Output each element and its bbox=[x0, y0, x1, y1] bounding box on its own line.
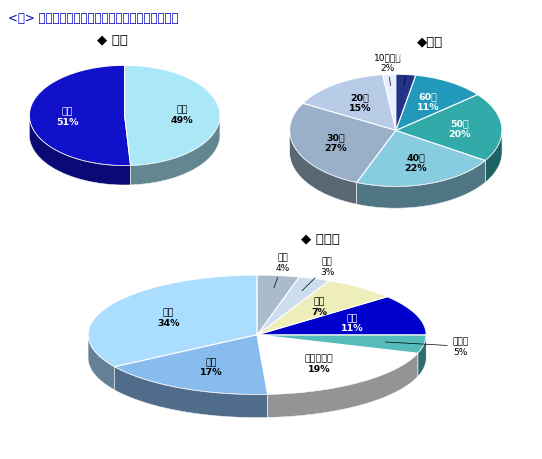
Polygon shape bbox=[88, 336, 114, 390]
Polygon shape bbox=[478, 95, 502, 152]
Polygon shape bbox=[299, 277, 329, 304]
Ellipse shape bbox=[289, 96, 502, 209]
Polygon shape bbox=[289, 104, 396, 183]
Text: 男性
51%: 男性 51% bbox=[56, 107, 79, 127]
Polygon shape bbox=[29, 117, 131, 185]
Polygon shape bbox=[125, 66, 220, 166]
Polygon shape bbox=[114, 335, 268, 395]
Ellipse shape bbox=[88, 298, 426, 418]
Text: 中部・東海
19%: 中部・東海 19% bbox=[305, 354, 334, 373]
Polygon shape bbox=[257, 297, 426, 335]
Polygon shape bbox=[257, 335, 418, 395]
Polygon shape bbox=[396, 95, 502, 161]
Polygon shape bbox=[383, 75, 396, 131]
Text: 女性
49%: 女性 49% bbox=[171, 106, 193, 125]
Text: 四国
3%: 四国 3% bbox=[302, 257, 334, 291]
Text: 40代
22%: 40代 22% bbox=[404, 153, 427, 173]
Text: 50代
20%: 50代 20% bbox=[448, 119, 470, 139]
Polygon shape bbox=[388, 297, 426, 357]
Polygon shape bbox=[257, 277, 329, 335]
Ellipse shape bbox=[29, 85, 220, 185]
Polygon shape bbox=[257, 281, 388, 335]
Text: 10代以下
2%: 10代以下 2% bbox=[374, 53, 402, 86]
Text: 30代
27%: 30代 27% bbox=[325, 133, 347, 152]
Polygon shape bbox=[268, 353, 418, 418]
Text: <図> 性・年代・居住地別にみた川柳投稿者の属性: <図> 性・年代・居住地別にみた川柳投稿者の属性 bbox=[8, 11, 179, 24]
Polygon shape bbox=[257, 275, 299, 335]
Polygon shape bbox=[257, 275, 299, 300]
Polygon shape bbox=[486, 132, 502, 183]
Polygon shape bbox=[357, 131, 486, 187]
Text: ◆年代: ◆年代 bbox=[417, 36, 443, 49]
Text: 70代以上
3%: 70代以上 3% bbox=[394, 53, 422, 86]
Text: 北海道
5%: 北海道 5% bbox=[385, 337, 469, 356]
Polygon shape bbox=[131, 118, 220, 185]
Polygon shape bbox=[289, 132, 357, 205]
Polygon shape bbox=[357, 161, 486, 209]
Polygon shape bbox=[396, 76, 478, 131]
Text: ◆ 性別: ◆ 性別 bbox=[98, 34, 128, 47]
Polygon shape bbox=[303, 75, 396, 131]
Polygon shape bbox=[114, 367, 268, 418]
Polygon shape bbox=[418, 335, 426, 376]
Polygon shape bbox=[88, 275, 257, 367]
Text: 中国
4%: 中国 4% bbox=[274, 253, 290, 288]
Polygon shape bbox=[29, 66, 125, 133]
Polygon shape bbox=[303, 75, 383, 126]
Text: 20代
15%: 20代 15% bbox=[349, 94, 371, 113]
Polygon shape bbox=[396, 75, 416, 98]
Polygon shape bbox=[329, 281, 388, 320]
Polygon shape bbox=[396, 75, 416, 131]
Polygon shape bbox=[125, 66, 220, 135]
Polygon shape bbox=[29, 66, 131, 166]
Text: 九州
7%: 九州 7% bbox=[311, 297, 327, 316]
Polygon shape bbox=[383, 75, 396, 97]
Text: ◆ 居住地: ◆ 居住地 bbox=[301, 233, 340, 246]
Polygon shape bbox=[257, 335, 426, 353]
Polygon shape bbox=[416, 76, 478, 117]
Text: 60代
11%: 60代 11% bbox=[417, 92, 440, 112]
Text: 東北
11%: 東北 11% bbox=[341, 313, 364, 333]
Text: 関西
17%: 関西 17% bbox=[200, 357, 222, 377]
Polygon shape bbox=[289, 104, 303, 152]
Polygon shape bbox=[88, 275, 257, 357]
Text: 関東
34%: 関東 34% bbox=[157, 308, 179, 328]
